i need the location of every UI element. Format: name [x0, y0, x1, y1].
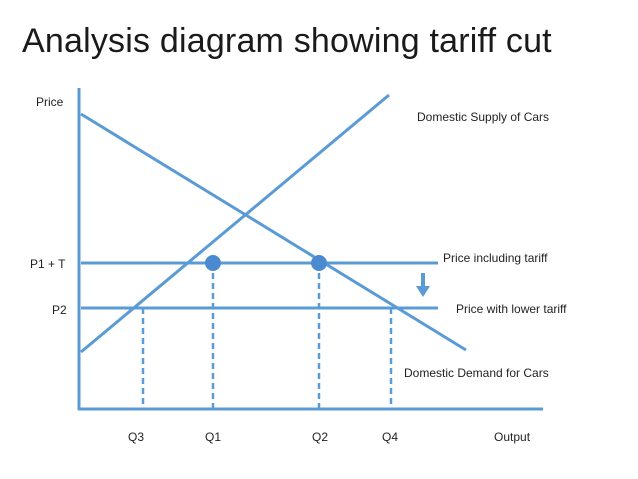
price-p2-label: P2: [52, 303, 67, 317]
q3-label: Q3: [128, 430, 144, 444]
price-p1t-label: P1 + T: [30, 257, 66, 271]
down-arrow-icon: [416, 273, 430, 297]
price-lower-tariff-label: Price with lower tariff: [456, 302, 567, 316]
supply-intersection-marker: [205, 255, 221, 271]
demand-curve-label: Domestic Demand for Cars: [404, 366, 549, 380]
demand-intersection-marker: [311, 255, 327, 271]
diagram-title: Analysis diagram showing tariff cut: [22, 22, 552, 60]
q2-label: Q2: [312, 430, 328, 444]
y-axis-label: Price: [36, 95, 64, 109]
demand-curve: [80, 112, 467, 352]
supply-curve-label: Domestic Supply of Cars: [417, 110, 549, 124]
q4-label: Q4: [382, 430, 398, 444]
price-with-tariff-label: Price including tariff: [443, 251, 548, 265]
x-axis-label: Output: [494, 430, 531, 444]
supply-curve: [80, 93, 390, 354]
q1-label: Q1: [205, 430, 221, 444]
